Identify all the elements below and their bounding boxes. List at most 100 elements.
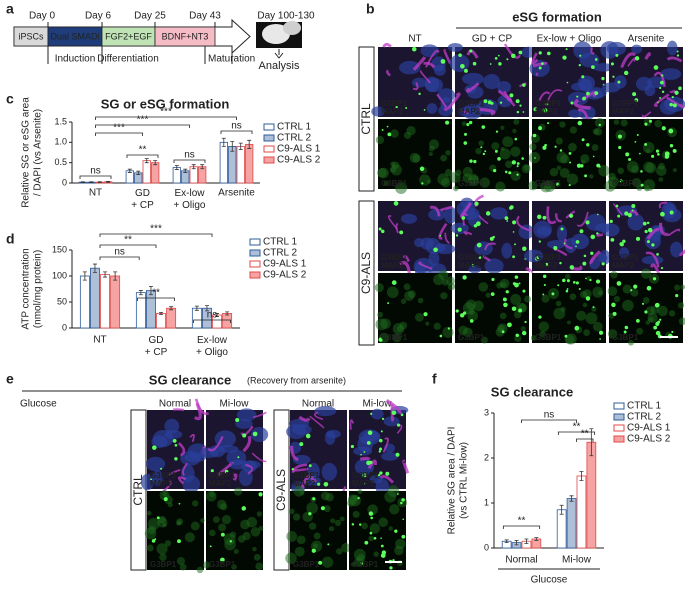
bar [198,166,207,184]
granule [401,534,406,539]
granule [462,311,467,315]
granule [598,165,601,168]
granule [393,201,399,206]
diffuse [569,126,578,134]
error-bar [225,311,230,316]
significance-bracket [137,297,175,301]
granule [366,441,371,445]
significance-label: ** [573,422,581,433]
significance-bracket [99,233,213,237]
diffuse [229,531,237,538]
stain-label: G3BP1 [612,253,639,262]
neurite [653,71,666,88]
neurite [463,231,473,236]
granule [580,164,584,168]
granule [405,107,408,110]
neurite [478,107,496,116]
granule [473,224,478,228]
diffuse [395,538,406,550]
granule [575,281,579,285]
granule [509,205,514,210]
neurite [412,56,427,71]
granule [521,330,527,336]
significance-bracket [220,130,253,134]
nucleus [602,82,621,93]
diffuse [539,330,546,338]
granule [512,231,515,233]
column-label: Normal [302,399,334,410]
stain-label: MAP2 [458,261,481,270]
granule [163,497,168,502]
granule [635,236,641,241]
significance-label: *** [113,123,125,134]
granule [672,103,677,108]
nucleus [292,424,312,435]
granule [545,262,549,266]
granule [547,122,550,125]
significance-bracket [95,116,237,120]
diffuse [404,290,415,302]
y-tick-label: 1.0 [54,137,67,147]
diffuse [323,505,331,513]
granule [379,471,383,475]
neurite [436,93,448,112]
diffuse [529,143,537,151]
granule [379,438,383,443]
error-bar [89,181,94,183]
neurite [173,408,185,412]
granule [252,431,258,437]
diffuse [510,170,521,181]
granule [402,518,405,521]
granule [360,562,364,565]
y-axis-label: (vs CTRL Mi-low) [459,442,470,519]
granule [151,539,156,543]
granule [644,310,648,314]
granule [612,311,617,316]
diffuse [209,491,215,498]
diffuse [549,167,559,177]
granule [631,204,636,209]
granule [585,296,591,301]
stain-label: MAP2 [612,261,635,270]
nucleus [661,201,677,219]
granule [237,456,240,459]
diffuse [256,511,263,517]
granule [489,63,492,65]
day-label: Day 25 [134,11,166,22]
nucleus [164,418,180,434]
step-label: BDNF+NT3 [162,31,209,41]
granule [538,51,542,55]
granule [594,58,598,61]
error-bar [504,539,509,543]
error-bar [97,181,102,183]
stain-label: G3BP1 [458,179,485,188]
granule [516,173,519,176]
diffuse [373,551,379,557]
granule [655,149,660,153]
diffuse [497,323,508,334]
granule [657,101,659,104]
granule [534,256,539,261]
error-bar [183,168,188,173]
granule [570,101,574,105]
granule [596,232,599,235]
nucleus [250,427,269,443]
granule [514,275,519,279]
significance-bracket [502,525,541,529]
panel-letter: b [366,1,375,17]
granule [574,325,580,331]
error-bar [247,139,252,149]
granule [659,318,662,321]
diffuse [388,526,393,531]
step-label: FGF2+EGF [105,31,152,41]
granule [540,62,544,66]
diffuse [445,149,451,156]
granule [655,330,661,336]
bar [90,267,100,329]
diffuse [224,538,236,551]
granule [624,211,629,216]
diffuse [440,154,448,162]
diffuse [190,521,200,531]
neurite [667,228,681,237]
neurite [402,254,410,263]
